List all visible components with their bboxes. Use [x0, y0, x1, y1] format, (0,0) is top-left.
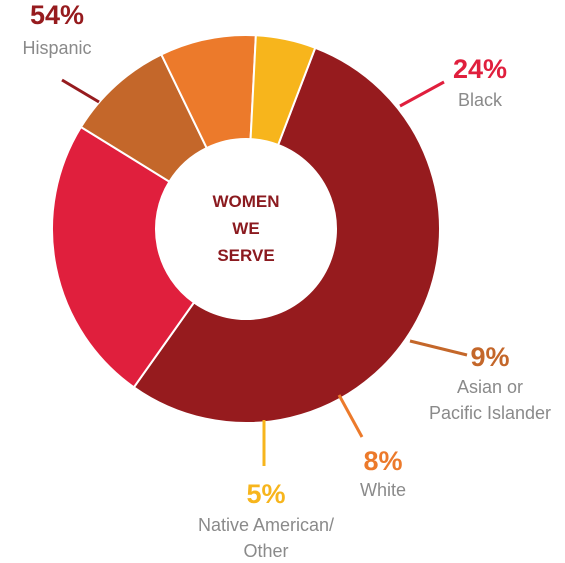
- leader-line-asian-or-pacific-islander: [409, 339, 468, 357]
- slice-value-label-native-american-other: 5%: [246, 479, 285, 509]
- slice-category-label-hispanic-line-1: Hispanic: [22, 38, 91, 58]
- slice-hispanic: [132, 46, 441, 424]
- slice-native-american-other: [249, 34, 317, 147]
- slice-category-label-asian-or-pacific-islander-line-2: Pacific Islander: [429, 403, 551, 423]
- slice-value-label-hispanic: 54%: [30, 0, 84, 30]
- slice-category-label-white-line-1: White: [360, 480, 406, 500]
- slice-value-label-white: 8%: [363, 446, 402, 476]
- slice-value-label-black: 24%: [453, 54, 507, 84]
- leader-lines: [61, 78, 468, 466]
- slice-category-label-native-american-other-line-2: Other: [243, 541, 288, 561]
- center-label-line-2: WE: [232, 219, 259, 238]
- donut-slices: [51, 34, 441, 424]
- slice-labels: 54% Hispanic 24% Black 9% Asian or Pacific Isl…: [22, 0, 551, 561]
- center-label-line-3: SERVE: [217, 246, 274, 265]
- leader-line-black: [399, 80, 445, 108]
- slice-value-label-asian-or-pacific-islander: 9%: [470, 342, 509, 372]
- leader-line-hispanic: [61, 78, 100, 104]
- center-label-line-1: WOMEN: [212, 192, 279, 211]
- center-label: WOMEN WE SERVE: [212, 192, 279, 265]
- slice-black: [51, 125, 196, 389]
- leader-line-white: [337, 394, 364, 438]
- slice-category-label-black-line-1: Black: [458, 90, 503, 110]
- slice-category-label-native-american-other-line-1: Native American/: [198, 515, 334, 535]
- slice-category-label-asian-or-pacific-islander-line-1: Asian or: [457, 377, 523, 397]
